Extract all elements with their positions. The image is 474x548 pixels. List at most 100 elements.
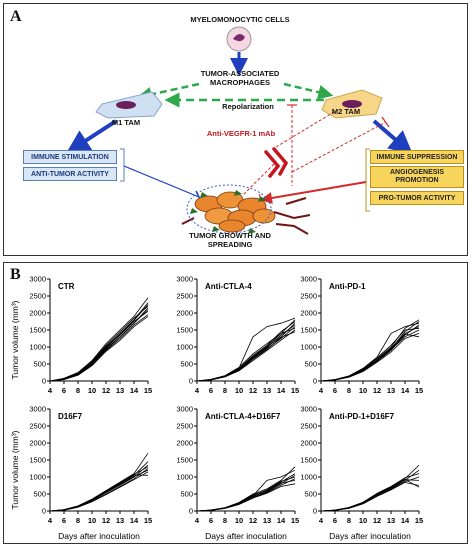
x-tick-label: 12 <box>373 516 381 525</box>
blood-vessels <box>181 197 311 235</box>
x-tick-label: 15 <box>144 516 152 525</box>
series-line <box>49 466 149 512</box>
series-line <box>320 319 420 382</box>
series-line <box>49 474 149 512</box>
pro-tumor-activity-box: PRO-TUMOR ACTIVITY <box>370 191 464 205</box>
x-tick-label: 8 <box>76 386 80 395</box>
x-tick-label: 12 <box>249 516 257 525</box>
x-tick-label: 6 <box>333 386 337 395</box>
x-tick-label: 10 <box>88 516 96 525</box>
m2-effect-arrow <box>372 119 414 155</box>
y-tick-label: 2500 <box>176 292 193 301</box>
panel-a: A <box>3 3 468 256</box>
y-tick-label: 1500 <box>29 326 46 335</box>
m1-tam-label: M1 TAM <box>111 118 141 127</box>
x-axis-label: Days after inoculation <box>329 531 411 541</box>
y-tick-label: 500 <box>33 360 46 369</box>
y-tick-label: 1000 <box>176 473 193 482</box>
y-tick-label: 3000 <box>176 275 193 284</box>
series-line <box>196 317 296 382</box>
y-tick-label: 1500 <box>176 326 193 335</box>
tam-label: TUMOR-ASSOCIATED MACROPHAGES <box>200 69 280 87</box>
series-line <box>49 314 149 382</box>
x-tick-label: 10 <box>88 386 96 395</box>
x-tick-label: 10 <box>359 516 367 525</box>
x-tick-label: 8 <box>347 386 351 395</box>
x-tick-label: 4 <box>195 516 200 525</box>
y-tick-label: 1500 <box>29 456 46 465</box>
series-line <box>49 461 149 512</box>
x-tick-label: 10 <box>235 516 243 525</box>
chart-title: Anti-PD-1 <box>329 282 366 291</box>
series-line <box>320 322 420 382</box>
myelomonocytic-label: MYELOMONOCYTIC CELLS <box>190 15 290 24</box>
x-tick-label: 13 <box>116 516 124 525</box>
series-line <box>196 480 296 512</box>
x-tick-label: 4 <box>195 386 200 395</box>
x-tick-label: 14 <box>130 386 139 395</box>
y-tick-label: 3000 <box>300 275 317 284</box>
y-tick-label: 2500 <box>29 422 46 431</box>
x-tick-label: 8 <box>223 516 227 525</box>
x-tick-label: 6 <box>209 516 213 525</box>
series-line <box>320 478 420 512</box>
y-tick-label: 500 <box>180 490 193 499</box>
x-tick-label: 6 <box>209 386 213 395</box>
series-line <box>49 471 149 512</box>
chart-title: Anti-PD-1+D16F7 <box>329 412 395 421</box>
x-tick-label: 4 <box>48 516 53 525</box>
panel-b: B 0 500 1000 1500 2000 2500 3000 4 6 8 10 12 13 14 15 C… <box>3 262 468 544</box>
y-tick-label: 3000 <box>176 405 193 414</box>
series-line <box>49 316 149 382</box>
immune-stimulation-box: IMMUNE STIMULATION <box>23 150 117 164</box>
x-tick-label: 6 <box>333 516 337 525</box>
series-line <box>196 326 296 382</box>
x-tick-label: 15 <box>291 386 299 395</box>
angiogenesis-box: ANGIOGENESIS PROMOTION <box>370 166 464 188</box>
chart-title: D16F7 <box>58 412 83 421</box>
y-tick-label: 2000 <box>300 439 317 448</box>
series-line <box>49 464 149 512</box>
x-tick-label: 8 <box>347 516 351 525</box>
immune-suppression-box: IMMUNE SUPPRESSION <box>370 150 464 164</box>
y-tick-label: 2000 <box>29 439 46 448</box>
y-tick-label: 1000 <box>176 343 193 352</box>
y-tick-label: 1500 <box>300 326 317 335</box>
panel-b-label: B <box>10 266 21 283</box>
series-line <box>320 469 420 512</box>
series-line <box>196 473 296 512</box>
x-tick-label: 13 <box>116 386 124 395</box>
tumor-markers <box>190 190 266 234</box>
y-tick-label: 2000 <box>176 309 193 318</box>
repolarization-label: Repolarization <box>222 102 274 111</box>
series-line <box>320 329 420 382</box>
x-tick-label: 14 <box>401 516 410 525</box>
y-tick-label: 0 <box>189 507 193 516</box>
cell-nucleus <box>233 33 245 42</box>
y-tick-label: 3000 <box>300 405 317 414</box>
x-tick-label: 15 <box>415 386 423 395</box>
y-tick-label: 500 <box>304 490 317 499</box>
y-tick-label: 0 <box>313 377 317 386</box>
x-tick-label: 13 <box>263 386 271 395</box>
y-tick-label: 500 <box>33 490 46 499</box>
series-line <box>196 476 296 512</box>
y-tick-label: 2000 <box>300 309 317 318</box>
y-tick-label: 2500 <box>29 292 46 301</box>
x-tick-label: 12 <box>373 386 381 395</box>
y-tick-label: 0 <box>42 507 46 516</box>
x-tick-label: 4 <box>319 516 324 525</box>
x-tick-label: 14 <box>401 386 410 395</box>
m1-nucleus <box>116 101 136 109</box>
x-tick-label: 15 <box>415 516 423 525</box>
series-line <box>320 464 420 512</box>
series-line <box>320 476 420 512</box>
panel-a-label: A <box>10 8 22 25</box>
x-tick-label: 14 <box>277 516 286 525</box>
chart-title: Anti-CTLA-4 <box>205 282 252 291</box>
x-tick-label: 8 <box>223 386 227 395</box>
m1-to-tumor-line <box>123 165 200 198</box>
anti-tumor-activity-box: ANTI-TUMOR ACTIVITY <box>23 167 117 181</box>
to-m2-arrow <box>283 82 334 100</box>
